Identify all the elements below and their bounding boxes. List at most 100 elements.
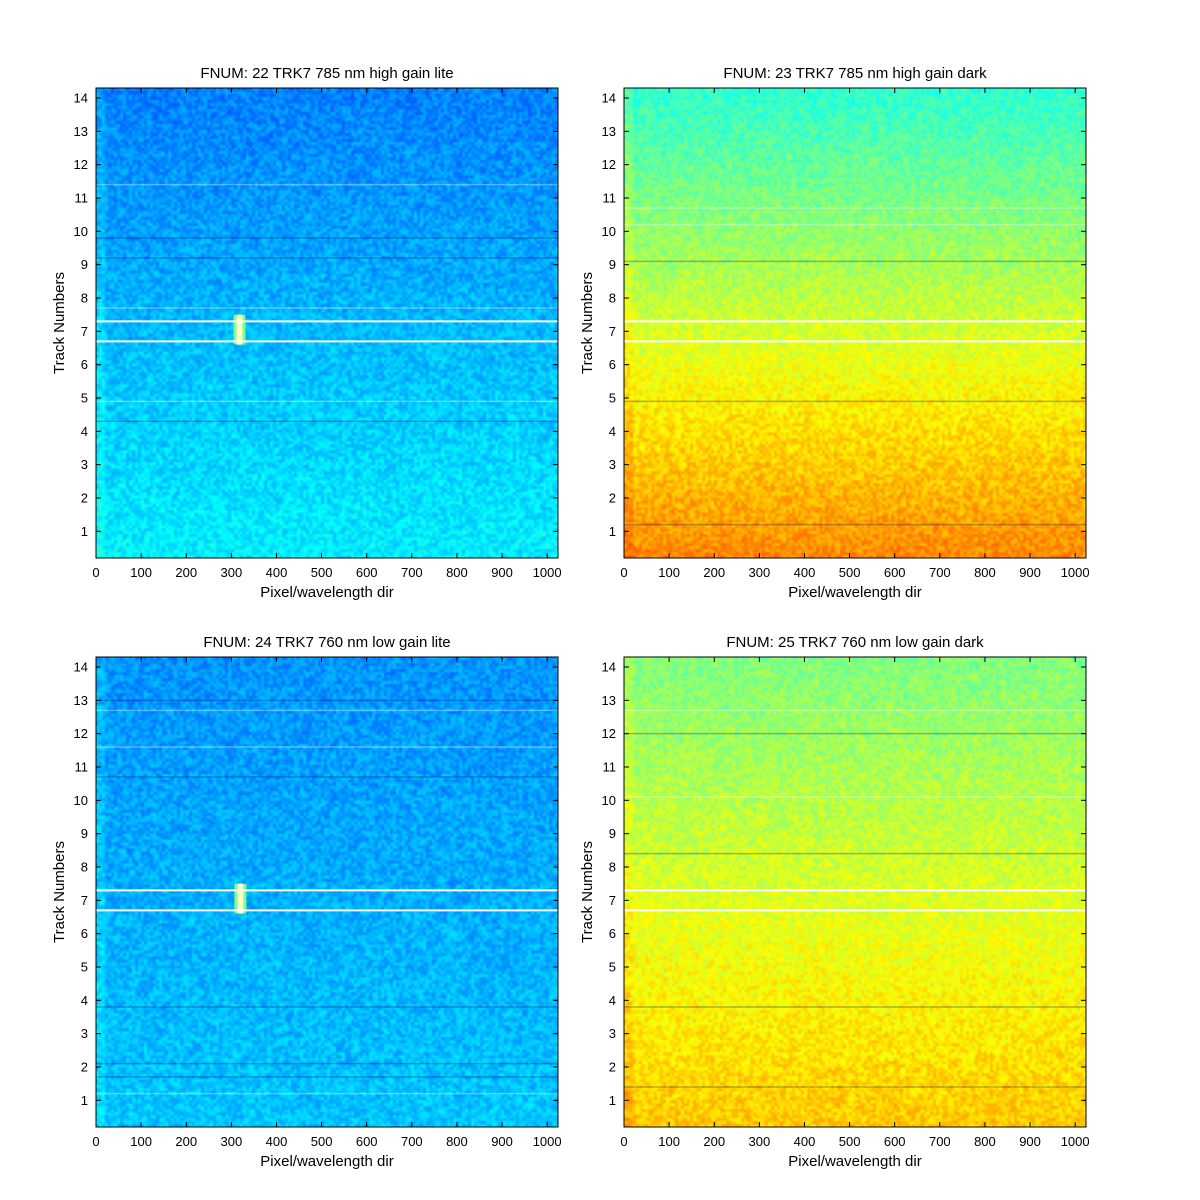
x-tick-label: 700 xyxy=(929,1134,951,1149)
y-tick-label: 14 xyxy=(74,91,88,106)
panel-title: FNUM: 23 TRK7 785 nm high gain dark xyxy=(723,65,987,82)
y-tick-label: 6 xyxy=(81,926,88,941)
x-tick-label: 300 xyxy=(221,1134,243,1149)
x-tick-label: 700 xyxy=(401,565,423,580)
x-tick-label: 600 xyxy=(884,1134,906,1149)
y-tick-label: 1 xyxy=(81,1093,88,1108)
y-tick-label: 10 xyxy=(602,793,616,808)
y-tick-label: 14 xyxy=(74,660,88,675)
y-tick-label: 13 xyxy=(74,693,88,708)
y-tick-label: 6 xyxy=(609,926,616,941)
heatmap-panel-3: 0 100 200 300 400 500 600 700 800 900 100012345678… xyxy=(51,634,562,1170)
y-tick-label: 5 xyxy=(81,391,88,406)
y-tick-label: 4 xyxy=(81,424,88,439)
x-tick-label: 300 xyxy=(221,565,243,580)
x-tick-label: 100 xyxy=(658,565,680,580)
y-tick-label: 12 xyxy=(602,157,616,172)
x-tick-label: 1000 xyxy=(533,1134,562,1149)
x-tick-label: 200 xyxy=(175,1134,197,1149)
panel-title: FNUM: 25 TRK7 760 nm low gain dark xyxy=(726,634,984,651)
x-tick-label: 900 xyxy=(1019,1134,1041,1149)
y-tick-label: 7 xyxy=(609,324,616,339)
y-tick-label: 8 xyxy=(609,860,616,875)
x-tick-label: 800 xyxy=(974,565,996,580)
y-tick-label: 3 xyxy=(609,1026,616,1041)
y-axis-label: Track Numbers xyxy=(579,841,596,943)
x-tick-label: 600 xyxy=(356,1134,378,1149)
x-tick-label: 400 xyxy=(794,565,816,580)
panel-title: FNUM: 22 TRK7 785 nm high gain lite xyxy=(200,65,453,82)
x-tick-label: 900 xyxy=(491,1134,513,1149)
y-tick-label: 6 xyxy=(81,357,88,372)
heatmap-image xyxy=(96,657,558,1127)
y-tick-label: 12 xyxy=(602,726,616,741)
panel-title: FNUM: 24 TRK7 760 nm low gain lite xyxy=(203,634,450,651)
axes-frame xyxy=(623,87,1087,559)
heatmap-panel-2: 0 100 200 300 400 500 600 700 800 900 100012345678… xyxy=(579,65,1090,601)
x-tick-label: 1000 xyxy=(1061,1134,1090,1149)
x-tick-label: 800 xyxy=(446,1134,468,1149)
y-tick-label: 5 xyxy=(81,960,88,975)
x-tick-label: 500 xyxy=(311,1134,333,1149)
y-tick-label: 9 xyxy=(609,826,616,841)
y-tick-label: 8 xyxy=(609,291,616,306)
x-tick-label: 400 xyxy=(794,1134,816,1149)
x-tick-label: 0 xyxy=(92,565,99,580)
y-tick-label: 14 xyxy=(602,91,616,106)
x-tick-label: 200 xyxy=(703,565,725,580)
y-tick-label: 13 xyxy=(602,124,616,139)
axes-frame xyxy=(95,656,559,1128)
bright-spot xyxy=(237,883,244,914)
x-tick-label: 0 xyxy=(92,1134,99,1149)
x-tick-label: 300 xyxy=(749,565,771,580)
x-tick-label: 800 xyxy=(446,565,468,580)
heatmap-image xyxy=(624,657,1086,1127)
y-tick-label: 6 xyxy=(609,357,616,372)
y-axis-label: Track Numbers xyxy=(579,272,596,374)
x-tick-label: 100 xyxy=(130,565,152,580)
y-tick-label: 2 xyxy=(609,1060,616,1075)
y-tick-label: 5 xyxy=(609,391,616,406)
x-tick-label: 700 xyxy=(929,565,951,580)
x-tick-label: 500 xyxy=(311,565,333,580)
x-tick-label: 800 xyxy=(974,1134,996,1149)
y-tick-label: 2 xyxy=(81,1060,88,1075)
x-tick-label: 0 xyxy=(620,1134,627,1149)
y-tick-label: 8 xyxy=(81,860,88,875)
y-tick-label: 3 xyxy=(81,457,88,472)
y-tick-label: 13 xyxy=(602,693,616,708)
x-tick-label: 500 xyxy=(839,565,861,580)
y-tick-label: 1 xyxy=(81,524,88,539)
y-tick-label: 5 xyxy=(609,960,616,975)
x-tick-label: 100 xyxy=(658,1134,680,1149)
x-tick-label: 1000 xyxy=(533,565,562,580)
x-axis-label: Pixel/wavelength dir xyxy=(260,584,393,601)
x-tick-label: 400 xyxy=(266,565,288,580)
x-tick-label: 500 xyxy=(839,1134,861,1149)
y-tick-label: 11 xyxy=(603,191,617,206)
x-axis-label: Pixel/wavelength dir xyxy=(788,584,921,601)
y-tick-label: 7 xyxy=(609,893,616,908)
y-tick-label: 1 xyxy=(609,524,616,539)
heatmap-image xyxy=(624,88,1086,558)
y-tick-label: 7 xyxy=(81,893,88,908)
y-tick-label: 13 xyxy=(74,124,88,139)
x-tick-label: 600 xyxy=(356,565,378,580)
x-tick-label: 600 xyxy=(884,565,906,580)
y-tick-label: 7 xyxy=(81,324,88,339)
y-tick-label: 10 xyxy=(74,224,88,239)
x-tick-label: 900 xyxy=(1019,565,1041,580)
x-tick-label: 200 xyxy=(175,565,197,580)
y-tick-label: 1 xyxy=(609,1093,616,1108)
heatmap-image xyxy=(96,88,558,558)
y-tick-label: 9 xyxy=(81,826,88,841)
x-tick-label: 700 xyxy=(401,1134,423,1149)
x-tick-label: 200 xyxy=(703,1134,725,1149)
y-tick-label: 2 xyxy=(609,491,616,506)
bright-spot xyxy=(236,314,243,345)
y-tick-label: 14 xyxy=(602,660,616,675)
y-tick-label: 12 xyxy=(74,726,88,741)
x-tick-label: 300 xyxy=(749,1134,771,1149)
y-tick-label: 4 xyxy=(609,424,616,439)
